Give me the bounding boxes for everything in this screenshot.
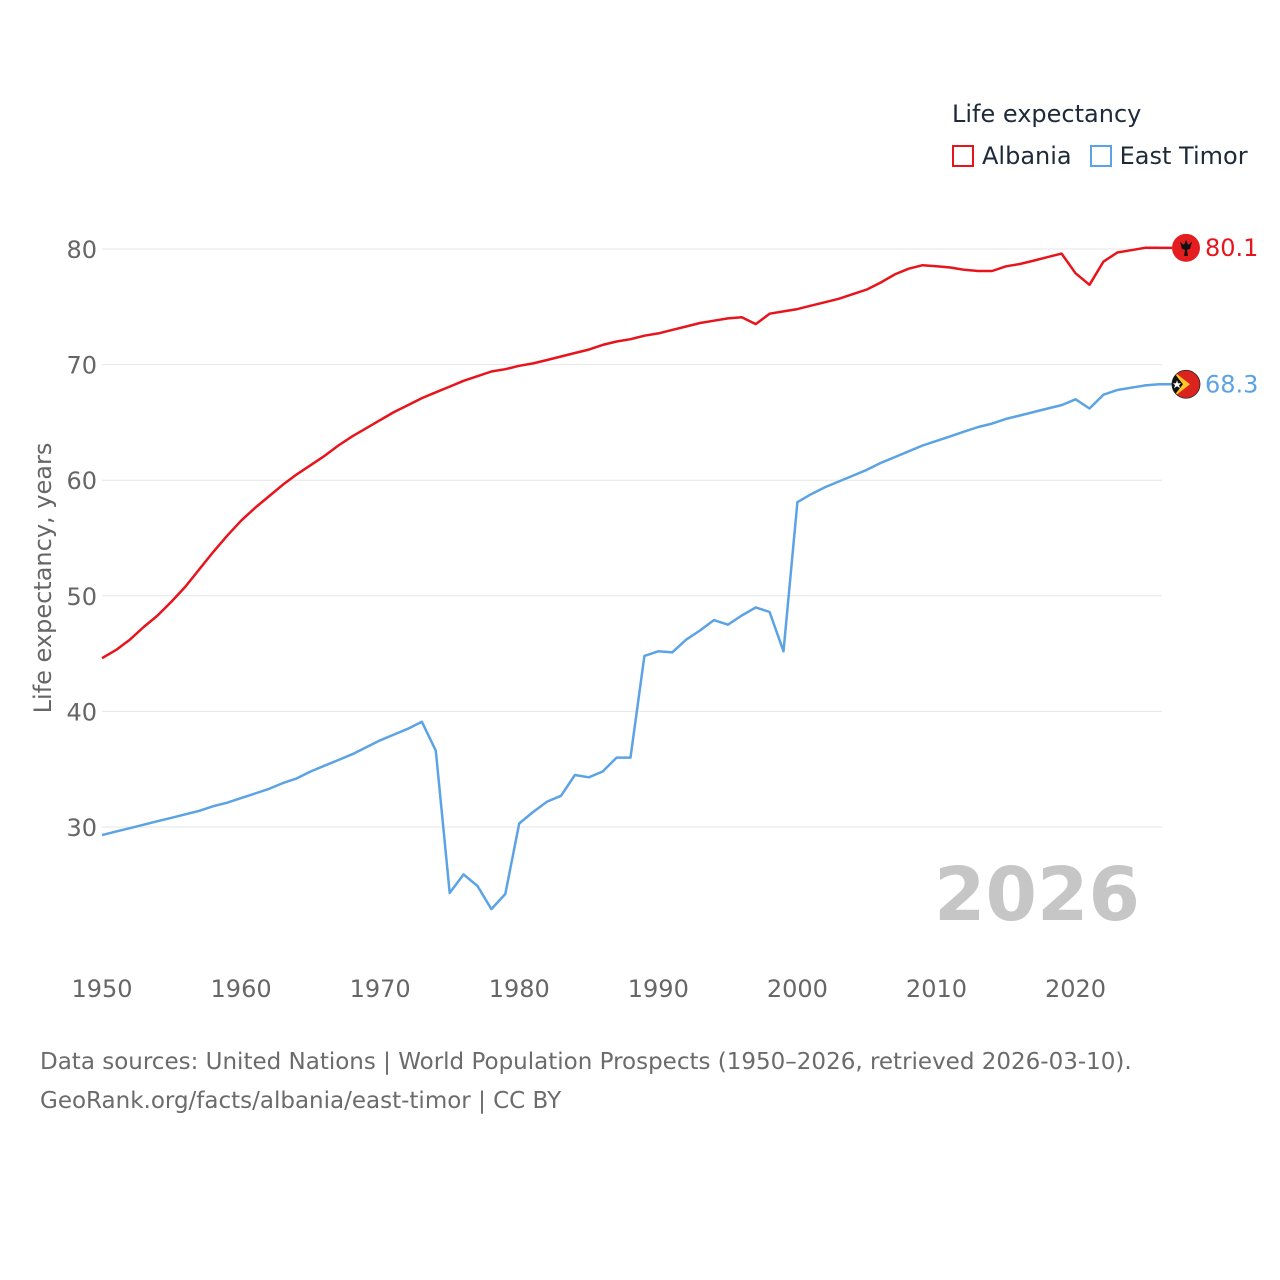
current-year-watermark: 2026 xyxy=(934,852,1140,938)
x-tick-label: 1960 xyxy=(211,975,272,1003)
end-value-label-east-timor: 68.3 xyxy=(1205,370,1258,398)
y-tick-label: 80 xyxy=(66,236,97,264)
series-line-albania[interactable] xyxy=(101,246,1159,660)
legend-label-east-timor: East Timor xyxy=(1119,142,1248,170)
x-tick-label: 2010 xyxy=(906,975,967,1003)
legend-item-albania[interactable]: Albania xyxy=(952,142,1072,170)
y-axis-ticks: 30 40 50 60 70 80 xyxy=(66,236,97,842)
series-lines xyxy=(101,246,1160,911)
legend-title: Life expectancy xyxy=(952,100,1142,128)
legend-swatch-albania xyxy=(952,145,974,167)
y-tick-label: 60 xyxy=(66,467,97,495)
x-tick-label: 1990 xyxy=(628,975,689,1003)
x-tick-label: 1950 xyxy=(71,975,132,1003)
east-timor-flag-icon xyxy=(1171,369,1201,399)
end-value-label-albania: 80.1 xyxy=(1205,234,1258,262)
x-tick-label: 2020 xyxy=(1045,975,1106,1003)
footer-link[interactable]: GeoRank.org/facts/albania/east-timor | C… xyxy=(40,1088,562,1114)
x-tick-label: 1970 xyxy=(350,975,411,1003)
y-tick-label: 70 xyxy=(66,352,97,380)
x-tick-label: 2000 xyxy=(767,975,828,1003)
y-tick-label: 50 xyxy=(66,583,97,611)
y-tick-label: 30 xyxy=(66,814,97,842)
footer: Data sources: United Nations | World Pop… xyxy=(40,1043,1132,1121)
legend-swatch-east-timor xyxy=(1089,145,1112,167)
end-markers: 80.1 68.3 xyxy=(1159,233,1258,399)
x-axis-ticks: 1950 1960 1970 1980 1990 2000 2010 2020 xyxy=(71,975,1106,1003)
x-tick-label: 1980 xyxy=(489,975,550,1003)
albania-flag-icon xyxy=(1172,233,1200,262)
legend-label-albania: Albania xyxy=(982,142,1072,170)
legend-item-east-timor[interactable]: East Timor xyxy=(1089,142,1248,170)
legend: Albania East Timor xyxy=(952,142,1266,170)
y-axis-label: Life expectancy, years xyxy=(29,443,57,714)
grid xyxy=(102,248,1162,828)
footer-sources: Data sources: United Nations | World Pop… xyxy=(40,1049,1132,1075)
y-tick-label: 40 xyxy=(66,698,97,726)
series-line-east-timor[interactable] xyxy=(101,383,1160,911)
